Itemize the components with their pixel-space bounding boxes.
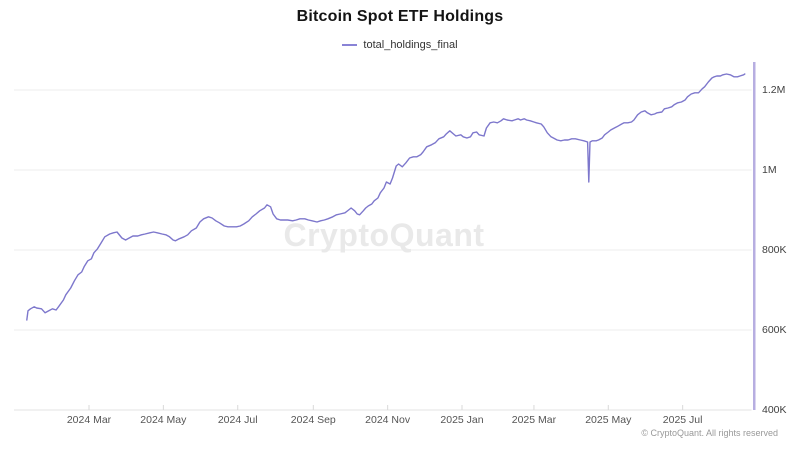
y-axis-label: 600K [762,323,787,336]
x-axis-label: 2024 Sep [290,414,336,426]
x-axis-label: 2025 May [585,414,632,426]
x-axis-label: 2024 Nov [365,414,411,426]
x-axis-label: 2024 Mar [66,414,112,426]
legend: total_holdings_final [0,39,800,51]
y-axis-label: 400K [762,403,787,416]
legend-label: total_holdings_final [363,39,458,51]
total-holdings-line-series[interactable] [26,73,746,321]
x-axis-label: 2025 Jul [662,414,703,426]
x-axis-label: 2024 Jul [217,414,258,426]
y-axis-label: 800K [762,243,787,256]
x-axis-label: 2024 May [140,414,187,426]
chart-title: Bitcoin Spot ETF Holdings [296,8,504,25]
x-axis-label: 2025 Jan [440,414,484,426]
copyright-footer: © CryptoQuant. All rights reserved [641,428,778,438]
y-axis-bar [753,62,756,410]
x-axis-label: 2025 Mar [511,414,557,426]
y-axis-label: 1M [762,163,777,176]
legend-line-marker-icon [342,44,358,46]
legend-item-total-holdings-final[interactable]: total_holdings_final [342,39,458,51]
y-axis-label: 1.2M [762,83,786,96]
